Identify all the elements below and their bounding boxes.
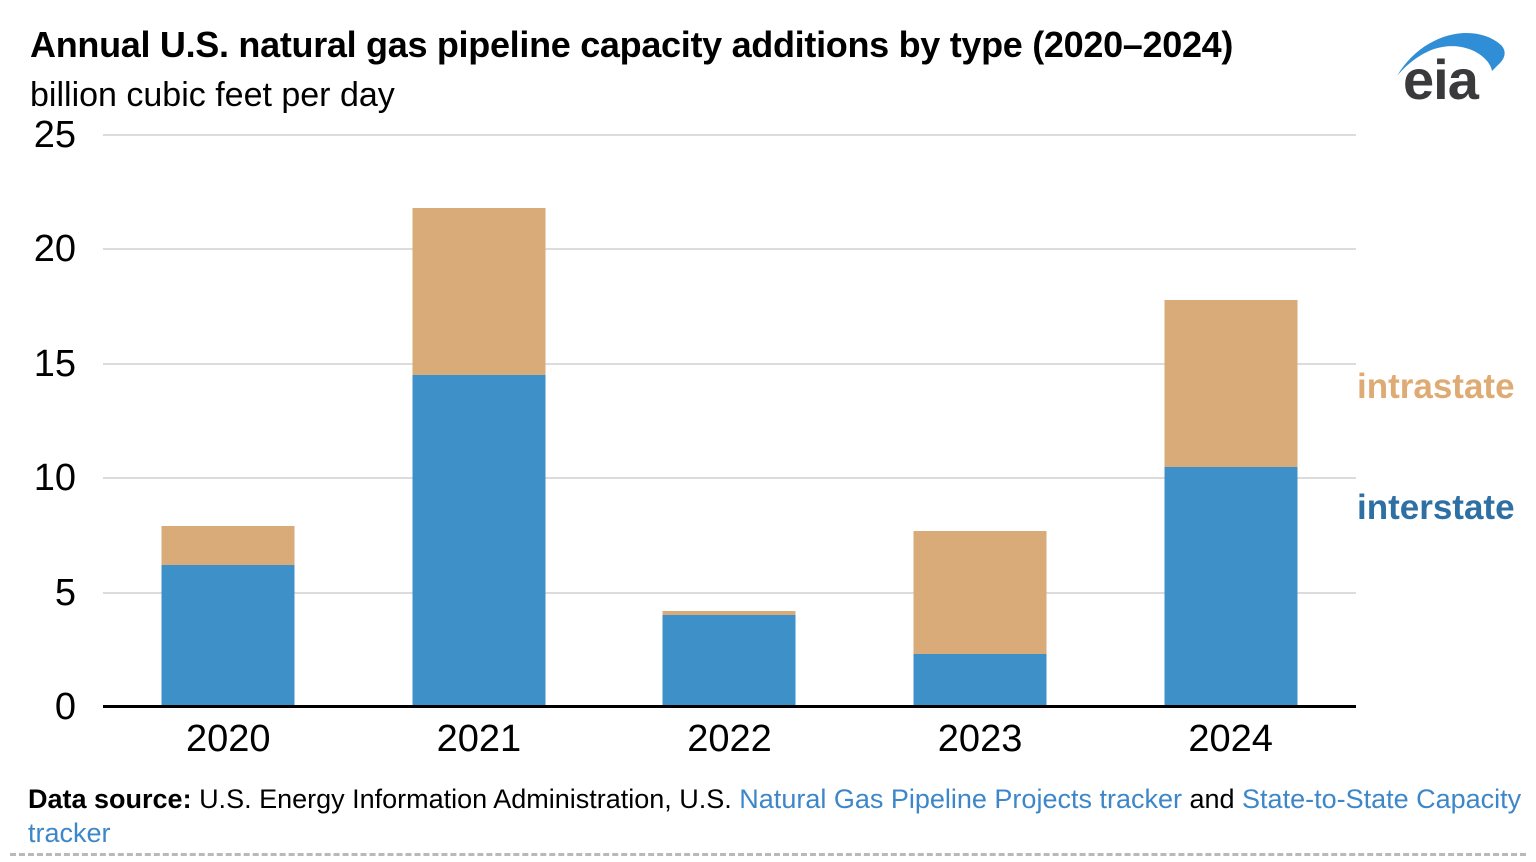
bar-segment-intrastate-2024: [1164, 299, 1298, 467]
data-source-label: Data source:: [28, 784, 200, 814]
x-axis: 2020 2021 2022 2023 2024: [103, 716, 1356, 762]
bar-segment-intrastate-2022: [662, 610, 796, 616]
y-tick-label-10: 10: [33, 457, 76, 500]
bar-segment-interstate-2020: [161, 565, 295, 707]
bottom-dashed-separator: [10, 853, 1526, 856]
x-axis-label-2020: 2020: [186, 718, 271, 760]
gridline-10: [103, 477, 1356, 480]
bar-2023: [913, 530, 1047, 707]
eia-logo-swoosh-icon: [1397, 33, 1505, 76]
x-axis-label-2023: 2023: [937, 718, 1023, 760]
gridline-15: [103, 362, 1356, 365]
bar-segment-intrastate-2021: [412, 208, 546, 376]
chart-unit-subtitle: billion cubic feet per day: [30, 76, 395, 114]
gridline-20: [103, 248, 1356, 251]
x-axis-label-2024: 2024: [1188, 718, 1273, 760]
x-axis-label-2021: 2021: [436, 718, 522, 760]
bar-slot-2020: [103, 135, 354, 707]
bar-segment-intrastate-2023: [913, 530, 1047, 655]
link-state-to-state-capacity-tracker[interactable]: State-to-State Capacity tracker: [28, 784, 1529, 848]
y-tick-label-0: 0: [54, 686, 76, 728]
y-tick-label-20: 20: [33, 228, 76, 271]
eia-logo-text: eia: [1403, 48, 1480, 110]
chart-title: Annual U.S. natural gas pipeline capacit…: [30, 24, 1234, 65]
data-source-conjunction: and: [1181, 784, 1243, 814]
bar-slot-2023: [855, 135, 1106, 707]
gridline-25: [103, 134, 1356, 136]
bar-segment-interstate-2021: [412, 375, 546, 707]
bar-slot-2024: [1105, 135, 1356, 707]
bar-segment-intrastate-2020: [161, 526, 295, 566]
y-axis: 0 5 10 15 20 25: [10, 114, 76, 728]
data-source: Data source: U.S. Energy Information Adm…: [28, 782, 1536, 850]
bar-2024: [1164, 299, 1298, 707]
x-axis-label-2022: 2022: [687, 718, 772, 760]
y-tick-label-5: 5: [54, 571, 76, 614]
bar-segment-interstate-2023: [913, 654, 1047, 707]
bar-2020: [161, 526, 295, 707]
bar-2022: [662, 610, 796, 707]
bar-segment-interstate-2024: [1164, 466, 1298, 707]
bar-segment-interstate-2022: [662, 615, 796, 707]
bars-group: [103, 135, 1356, 707]
legend-interstate: interstate: [1357, 488, 1515, 527]
y-tick-label-25: 25: [33, 114, 76, 156]
x-axis-line: [103, 705, 1356, 708]
bar-2021: [412, 208, 546, 707]
legend-intrastate: intrastate: [1357, 367, 1515, 406]
plot-area: [103, 134, 1356, 708]
data-source-text: U.S. Energy Information Administration, …: [199, 784, 740, 814]
bar-slot-2022: [604, 135, 855, 707]
y-tick-label-15: 15: [33, 342, 76, 385]
gridline-5: [103, 591, 1356, 594]
eia-logo: eia: [1397, 33, 1505, 110]
bar-slot-2021: [354, 135, 605, 707]
link-natural-gas-pipeline-projects-tracker[interactable]: Natural Gas Pipeline Projects tracker: [739, 784, 1182, 814]
